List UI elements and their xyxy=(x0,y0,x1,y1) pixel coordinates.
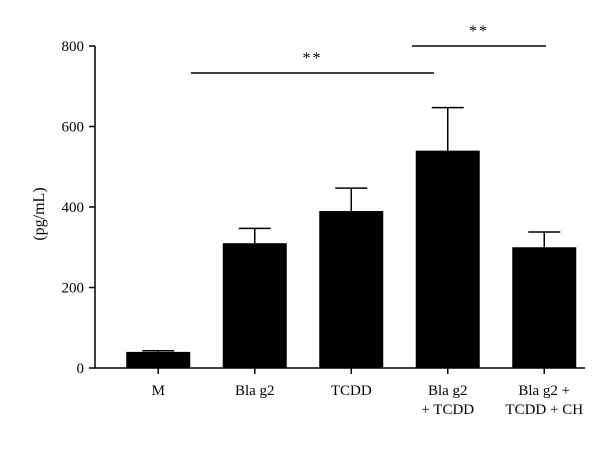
y-tick-label: 600 xyxy=(62,120,85,136)
y-tick-label: 800 xyxy=(62,39,85,55)
x-tick-label: TCDD xyxy=(331,383,372,399)
x-tick-label-line: TCDD xyxy=(331,383,372,399)
bar xyxy=(126,351,191,368)
x-tick-label: Bla g2 + TCDD xyxy=(421,383,474,418)
x-tick-label-line: Bla g2 xyxy=(428,383,468,399)
y-axis: 0 200 400 600 800 xyxy=(62,39,96,377)
significance-annotations: ** ** xyxy=(191,23,546,74)
x-tick-label-line: Bla g2 xyxy=(235,383,275,399)
x-tick-label-line: Bla g2 + xyxy=(518,383,570,399)
y-tick-label: 200 xyxy=(62,281,85,297)
x-tick-label-line: + TCDD xyxy=(421,402,474,418)
x-tick-label-line: TCDD + CH xyxy=(505,402,583,418)
bars xyxy=(126,106,577,368)
y-tick-label: 400 xyxy=(62,200,85,216)
x-tick-label: Bla g2 + TCDD + CH xyxy=(505,383,583,418)
x-tick-label: Bla g2 xyxy=(235,383,275,399)
bar xyxy=(512,247,577,368)
x-tick-label-line: M xyxy=(152,383,165,399)
significance-label: ** xyxy=(469,23,489,40)
bar xyxy=(319,211,384,368)
bar xyxy=(415,150,480,368)
bar xyxy=(222,243,287,368)
category-labels: M Bla g2 TCDD Bla g2 + TCDD Bla g2 + TCDD + CH xyxy=(152,383,584,418)
x-tick-label: M xyxy=(152,383,165,399)
y-tick-label: 0 xyxy=(77,361,85,377)
significance-label: ** xyxy=(303,50,323,67)
y-axis-label: (pg/mL) xyxy=(31,187,48,240)
x-axis xyxy=(95,367,585,374)
